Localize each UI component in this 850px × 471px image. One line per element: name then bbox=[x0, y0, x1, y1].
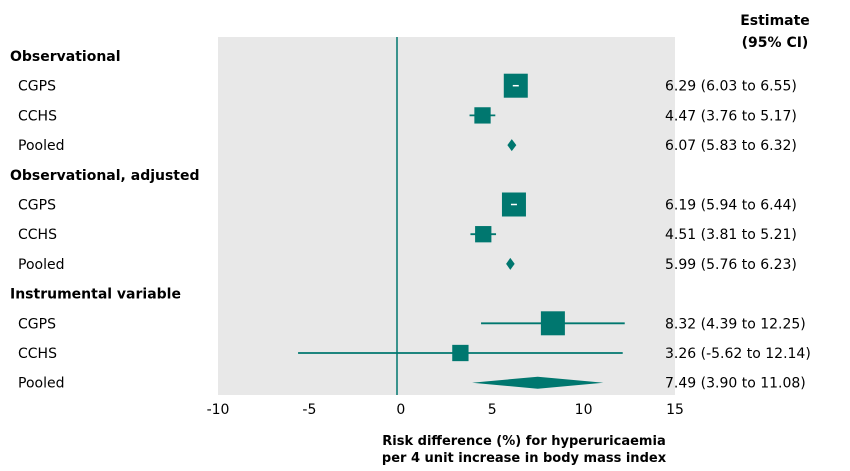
x-tick-label: 0 bbox=[396, 402, 405, 418]
pooled-diamond bbox=[506, 257, 515, 270]
estimate-text: 6.19 (5.94 to 6.44) bbox=[665, 198, 797, 214]
x-axis-title-line-1: Risk difference (%) for hyperuricaemia bbox=[382, 434, 665, 449]
row-label: Pooled bbox=[18, 376, 64, 392]
estimate-text: 4.51 (3.81 to 5.21) bbox=[665, 227, 797, 243]
estimate-text: 6.07 (5.83 to 6.32) bbox=[665, 138, 797, 154]
estimate-header: Estimate bbox=[740, 13, 810, 29]
plot-panel bbox=[218, 37, 675, 395]
row-label: CCHS bbox=[18, 108, 57, 124]
row-label: CGPS bbox=[18, 79, 56, 95]
estimate-text: 4.47 (3.76 to 5.17) bbox=[665, 108, 797, 124]
forest-rows: Observational CGPS 6.29 (6.03 to 6.55) CCHS… bbox=[10, 49, 811, 392]
ci-header: (95% CI) bbox=[742, 35, 809, 51]
row-label: CGPS bbox=[18, 316, 56, 332]
estimate-text: 5.99 (5.76 to 6.23) bbox=[665, 257, 797, 273]
x-tick-label: 15 bbox=[666, 402, 684, 418]
pooled-diamond bbox=[507, 139, 517, 152]
row-label: Pooled bbox=[18, 257, 64, 273]
estimate-square bbox=[475, 226, 492, 243]
x-tick-label: 10 bbox=[575, 402, 593, 418]
group-label: Instrumental variable bbox=[10, 287, 181, 303]
x-axis-ticks: -10 -5 0 5 10 15 bbox=[207, 402, 684, 418]
pooled-diamond bbox=[472, 376, 604, 389]
x-tick-label: 5 bbox=[488, 402, 497, 418]
x-tick-label: -5 bbox=[302, 402, 316, 418]
group-label: Observational bbox=[10, 49, 121, 65]
row-label: CGPS bbox=[18, 198, 56, 214]
estimate-square bbox=[452, 344, 469, 362]
estimate-square bbox=[474, 107, 491, 124]
estimate-text: 7.49 (3.90 to 11.08) bbox=[665, 376, 806, 392]
estimate-text: 6.29 (6.03 to 6.55) bbox=[665, 79, 797, 95]
x-axis-title-line-2: per 4 unit increase in body mass index bbox=[382, 451, 667, 466]
x-tick-label: -10 bbox=[207, 402, 230, 418]
estimate-text: 3.26 (-5.62 to 12.14) bbox=[665, 346, 811, 362]
row-label: CCHS bbox=[18, 346, 57, 362]
row-label: CCHS bbox=[18, 227, 57, 243]
estimate-text: 8.32 (4.39 to 12.25) bbox=[665, 316, 806, 332]
estimate-square bbox=[540, 311, 565, 336]
row-label: Pooled bbox=[18, 138, 64, 154]
group-label: Observational, adjusted bbox=[10, 168, 200, 184]
